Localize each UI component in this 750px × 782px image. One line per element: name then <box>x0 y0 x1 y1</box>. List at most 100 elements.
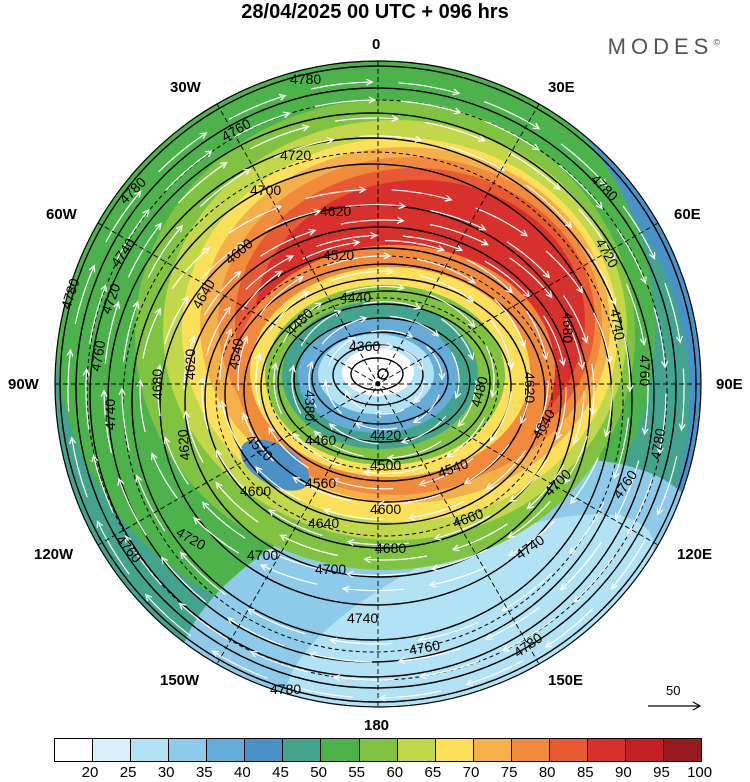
streamline <box>363 301 421 309</box>
contour-label: 4540 <box>225 337 246 371</box>
colorbar-swatch <box>510 738 550 762</box>
streamline-arrow-icon <box>451 544 460 552</box>
streamline <box>164 437 189 485</box>
colorbar-swatch <box>206 738 246 762</box>
streamline <box>387 440 442 459</box>
streamline <box>364 555 428 561</box>
streamline <box>212 650 269 679</box>
streamline <box>508 520 555 557</box>
streamline <box>202 502 246 539</box>
contour-label: 4680 <box>560 312 576 343</box>
streamline-arrow-icon <box>365 78 374 86</box>
streamline-arrow-icon <box>463 477 472 484</box>
streamline-arrow-icon <box>160 556 169 565</box>
streamline <box>178 162 228 204</box>
streamline-arrow-icon <box>100 283 107 292</box>
streamline-arrow-icon <box>314 302 323 310</box>
streamline-arrow-icon <box>347 356 356 364</box>
streamline-arrow-icon <box>288 364 296 373</box>
streamline-arrow-icon <box>178 602 187 610</box>
streamline <box>255 353 261 407</box>
streamline-arrow-icon <box>599 178 608 187</box>
streamline <box>345 204 406 208</box>
streamline-arrow-icon <box>100 389 108 397</box>
chart-title: 28/04/2025 00 UTC + 096 hrs <box>241 1 509 23</box>
streamline <box>327 255 390 267</box>
streamline <box>328 337 355 366</box>
lon-label-120e: 120E <box>677 546 713 563</box>
contour-label: 4680 <box>149 369 165 400</box>
streamline <box>434 515 491 540</box>
colorbar-tick-label: 30 <box>157 764 175 781</box>
streamline-arrow-icon <box>563 476 571 485</box>
streamline <box>452 523 508 551</box>
streamline-arrow-icon <box>301 124 310 132</box>
brand-logo: MODES© <box>608 34 720 60</box>
streamline <box>310 81 373 90</box>
streamline <box>309 653 373 663</box>
lon-label-120w: 120W <box>34 546 74 563</box>
streamline-arrow-icon <box>352 239 361 247</box>
streamline <box>71 437 88 498</box>
streamline-arrow-icon <box>414 135 423 143</box>
streamline-arrow-icon <box>589 408 597 416</box>
streamline <box>653 307 666 368</box>
streamline-arrow-icon <box>347 337 356 344</box>
streamline <box>325 380 342 414</box>
contour-label: 4740 <box>607 308 628 342</box>
contour-label: 4680 <box>375 540 406 556</box>
streamline <box>145 594 192 637</box>
streamline-arrow-icon <box>279 534 287 542</box>
streamline <box>493 298 526 347</box>
streamline-arrow-icon <box>541 352 549 361</box>
streamline-arrow-icon <box>578 361 586 370</box>
streamline <box>429 566 487 586</box>
streamline <box>151 453 180 501</box>
streamline-arrow-icon <box>468 320 476 328</box>
streamline <box>158 132 207 173</box>
streamline-arrow-icon <box>386 267 395 275</box>
streamline <box>426 346 443 380</box>
streamline-arrow-icon <box>519 339 527 348</box>
streamline <box>484 120 539 151</box>
streamline <box>221 400 242 450</box>
streamline <box>446 417 486 458</box>
colorbar-swatch <box>396 738 436 762</box>
streamline <box>335 117 398 122</box>
streamline-arrow-icon <box>477 135 486 142</box>
vector-reference-label: 50 <box>666 683 681 698</box>
streamline <box>233 112 290 138</box>
colorbar-tick-label: 65 <box>424 764 442 781</box>
streamline <box>384 240 444 251</box>
streamline <box>586 248 616 305</box>
streamline <box>485 606 541 640</box>
streamline <box>185 411 204 463</box>
contour-label: 4780 <box>270 681 301 697</box>
contour-label: 4620 <box>182 349 198 380</box>
streamline <box>201 377 209 430</box>
streamline <box>104 302 120 364</box>
streamline <box>643 371 649 435</box>
streamline-arrow-icon <box>274 270 283 278</box>
streamline <box>215 482 259 523</box>
pole-dot-icon <box>375 381 381 387</box>
streamline <box>489 318 512 369</box>
streamline-arrow-icon <box>526 501 535 510</box>
streamline-arrow-icon <box>609 253 616 262</box>
streamline-arrow-icon <box>614 512 622 521</box>
colorbar-swatch <box>472 738 512 762</box>
streamline-arrow-icon <box>430 564 439 572</box>
streamline-arrow-icon <box>397 283 405 291</box>
streamline <box>180 552 227 596</box>
streamline-arrow-icon <box>345 570 354 578</box>
streamline-arrow-icon <box>188 335 196 344</box>
streamline <box>486 450 527 490</box>
streamline <box>593 312 611 363</box>
streamline-arrow-icon <box>438 373 446 381</box>
streamline <box>279 534 339 557</box>
streamline <box>616 228 647 284</box>
streamline <box>142 308 161 359</box>
streamline-arrow-icon <box>466 295 474 303</box>
contour-label: 4720 <box>280 147 311 163</box>
streamline-arrow-icon <box>544 640 553 648</box>
